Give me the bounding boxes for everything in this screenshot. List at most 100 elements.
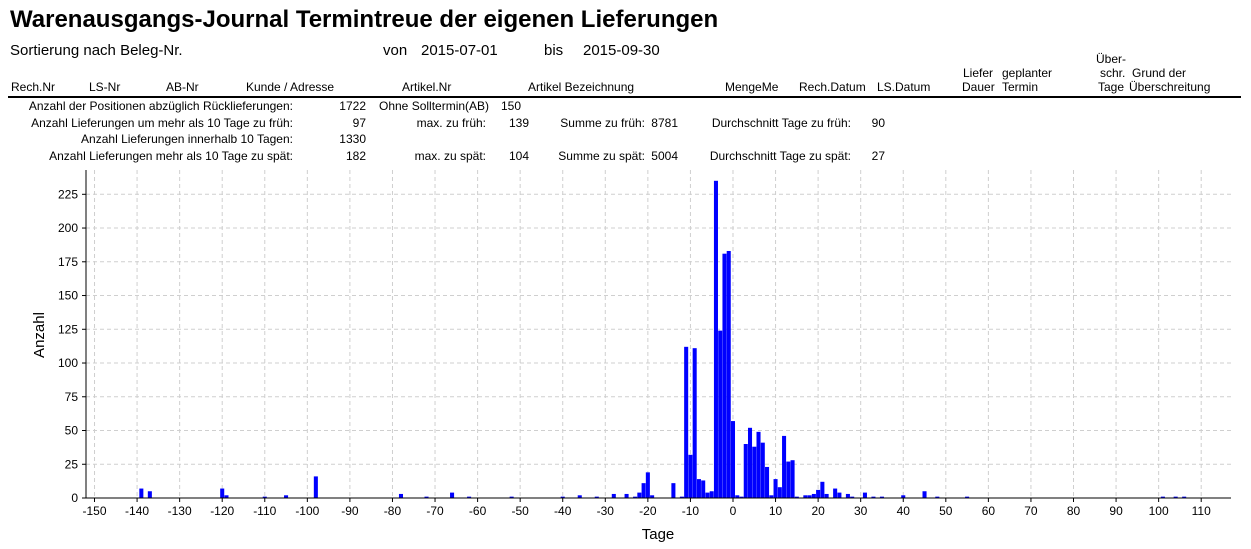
bar <box>1182 496 1187 498</box>
stat-late-label: Anzahl Lieferungen mehr als 10 Tage zu s… <box>49 149 293 163</box>
to-label: bis <box>544 42 564 59</box>
bar <box>756 431 761 498</box>
x-tick-label: 100 <box>1149 504 1169 518</box>
bar <box>671 483 676 498</box>
x-tick-label: 20 <box>811 504 825 518</box>
sorting-label: Sortierung nach Beleg-Nr. <box>10 42 183 59</box>
bar <box>760 442 765 498</box>
bar <box>688 454 693 498</box>
bar <box>713 180 718 499</box>
bar <box>786 461 791 498</box>
bar <box>398 493 404 498</box>
x-tick-label: 90 <box>1109 504 1123 518</box>
bar <box>777 487 782 498</box>
bar <box>709 491 714 498</box>
bar <box>773 479 778 498</box>
report-title: Warenausgangs-Journal Termintreue der ei… <box>10 6 719 33</box>
stat-early-label: Anzahl Lieferungen um mehr als 10 Tage z… <box>31 116 293 130</box>
bar <box>577 495 582 498</box>
bar <box>845 493 850 498</box>
bar <box>313 476 318 498</box>
bar <box>645 472 650 498</box>
bar <box>730 421 736 498</box>
col-ueber-2: schr. <box>1100 66 1126 80</box>
bar <box>224 495 229 498</box>
bar <box>594 496 599 498</box>
bar <box>735 495 740 498</box>
bar <box>147 491 152 498</box>
x-tick-label: -90 <box>341 504 359 518</box>
stat-within-label: Anzahl Lieferungen innerhalb 10 Tagen: <box>81 132 293 146</box>
bar <box>820 481 825 498</box>
bar <box>560 496 565 498</box>
stat-positions-label: Anzahl der Positionen abzüglich Rücklief… <box>28 99 293 113</box>
y-tick-label: 175 <box>58 255 78 269</box>
bar <box>862 492 867 498</box>
stat-ohne-label: Ohne Solltermin(AB) <box>379 99 490 113</box>
x-tick-label: -140 <box>125 504 149 518</box>
col-rech-nr: Rech.Nr <box>11 80 56 94</box>
stat-early-value: 97 <box>352 116 366 130</box>
bar <box>743 444 748 498</box>
to-date: 2015-09-30 <box>583 42 660 59</box>
bar <box>284 495 289 498</box>
stat-positions-value: 1722 <box>339 99 366 113</box>
bar <box>901 495 906 498</box>
stat-ohne-value: 150 <box>501 99 522 113</box>
bar <box>1160 496 1165 498</box>
x-tick-label: -150 <box>82 504 106 518</box>
x-tick-label: -60 <box>469 504 487 518</box>
col-liefer-dauer-2: Dauer <box>962 80 995 94</box>
bar <box>262 496 267 498</box>
bar <box>684 346 689 498</box>
x-tick-label: -70 <box>426 504 444 518</box>
bar <box>139 488 144 498</box>
x-tick-label: 50 <box>939 504 953 518</box>
bar <box>833 488 838 498</box>
bar <box>624 493 629 498</box>
x-tick-label: 60 <box>982 504 996 518</box>
bar <box>637 492 642 498</box>
chart-axes <box>85 170 1231 499</box>
bar <box>769 495 774 498</box>
bar <box>424 496 429 498</box>
bar <box>509 496 514 498</box>
col-geplanter-termin-1: geplanter <box>1002 66 1053 80</box>
x-tick-label: -40 <box>554 504 572 518</box>
stat-avg-late-value: 27 <box>871 149 885 163</box>
x-tick-label: 110 <box>1192 504 1211 518</box>
x-tick-label: -130 <box>168 504 192 518</box>
col-ueber-1: Über- <box>1096 52 1127 66</box>
bar <box>922 491 927 498</box>
bar <box>633 496 638 498</box>
bar <box>765 466 770 498</box>
y-tick-label: 200 <box>58 221 78 235</box>
bar <box>824 493 829 498</box>
bar <box>450 492 455 498</box>
stat-within-value: 1330 <box>339 132 366 146</box>
bar <box>816 489 821 498</box>
col-grund-1: Grund der <box>1132 66 1187 80</box>
col-grund-2: Überschreitung <box>1129 80 1211 94</box>
y-tick-label: 75 <box>65 390 79 404</box>
x-tick-label: 80 <box>1067 504 1081 518</box>
col-artikel-nr: Artikel.Nr <box>402 80 452 94</box>
col-ls-datum: LS.Datum <box>877 80 931 94</box>
y-tick-label: 50 <box>65 424 79 438</box>
stat-sum-early-value: 8781 <box>651 116 678 130</box>
bar <box>679 496 684 498</box>
bar <box>739 496 744 498</box>
bar <box>701 480 706 498</box>
bar <box>879 496 884 498</box>
x-tick-label: -20 <box>639 504 657 518</box>
y-tick-label: 125 <box>58 322 78 336</box>
chart-ticks: -150 -140 -130 -120 -110 -100 -90 -80 -70 -60 -50-… <box>58 187 1211 518</box>
stat-avg-early-label: Durchschnitt Tage zu früh: <box>711 116 851 130</box>
y-tick-label: 0 <box>71 491 78 505</box>
bar <box>790 460 795 498</box>
y-tick-label: 100 <box>58 356 78 370</box>
x-tick-label: 40 <box>897 504 911 518</box>
col-artikel-bezeichnung: Artikel Bezeichnung <box>528 80 635 94</box>
col-ab-nr: AB-Nr <box>166 80 199 94</box>
